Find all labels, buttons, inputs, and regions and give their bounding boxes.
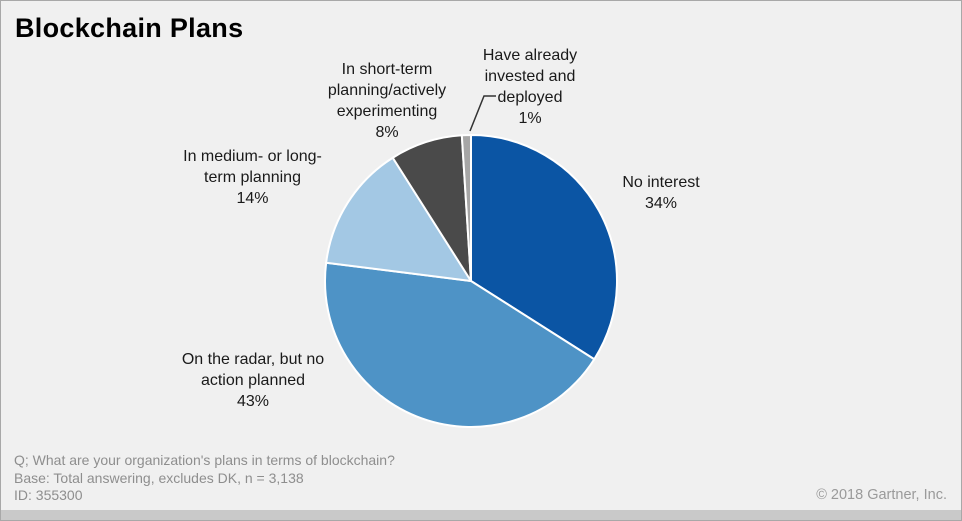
pie-slice-4 bbox=[460, 134, 472, 282]
footnote-base: Base: Total answering, excludes DK, n = … bbox=[14, 469, 304, 486]
slice-label-short-term: In short-term planning/actively experime… bbox=[327, 61, 447, 141]
footnote-question: Q; What are your organization's plans in… bbox=[14, 452, 395, 468]
slice-label-medium-long-term: In medium- or long- term planning 14% bbox=[183, 148, 322, 207]
pie-slice-1 bbox=[324, 261, 596, 428]
footnote-block: Q; What are your organization's plans in… bbox=[14, 452, 395, 505]
leader-line-1pct-icon bbox=[469, 95, 496, 132]
footnote-id: ID: 355300 bbox=[14, 487, 83, 503]
bottom-bar bbox=[1, 510, 961, 520]
slice-label-no-interest: No interest 34% bbox=[622, 174, 700, 212]
chart-title: Blockchain Plans bbox=[15, 13, 244, 43]
pie-slice-2 bbox=[325, 156, 472, 282]
pie-slices-group bbox=[324, 134, 618, 428]
copyright-text: © 2018 Gartner, Inc. bbox=[816, 487, 947, 503]
slice-label-already-invested: Have already invested and deployed 1% bbox=[482, 47, 578, 127]
slice-label-on-the-radar: On the radar, but no action planned 43% bbox=[181, 351, 325, 410]
